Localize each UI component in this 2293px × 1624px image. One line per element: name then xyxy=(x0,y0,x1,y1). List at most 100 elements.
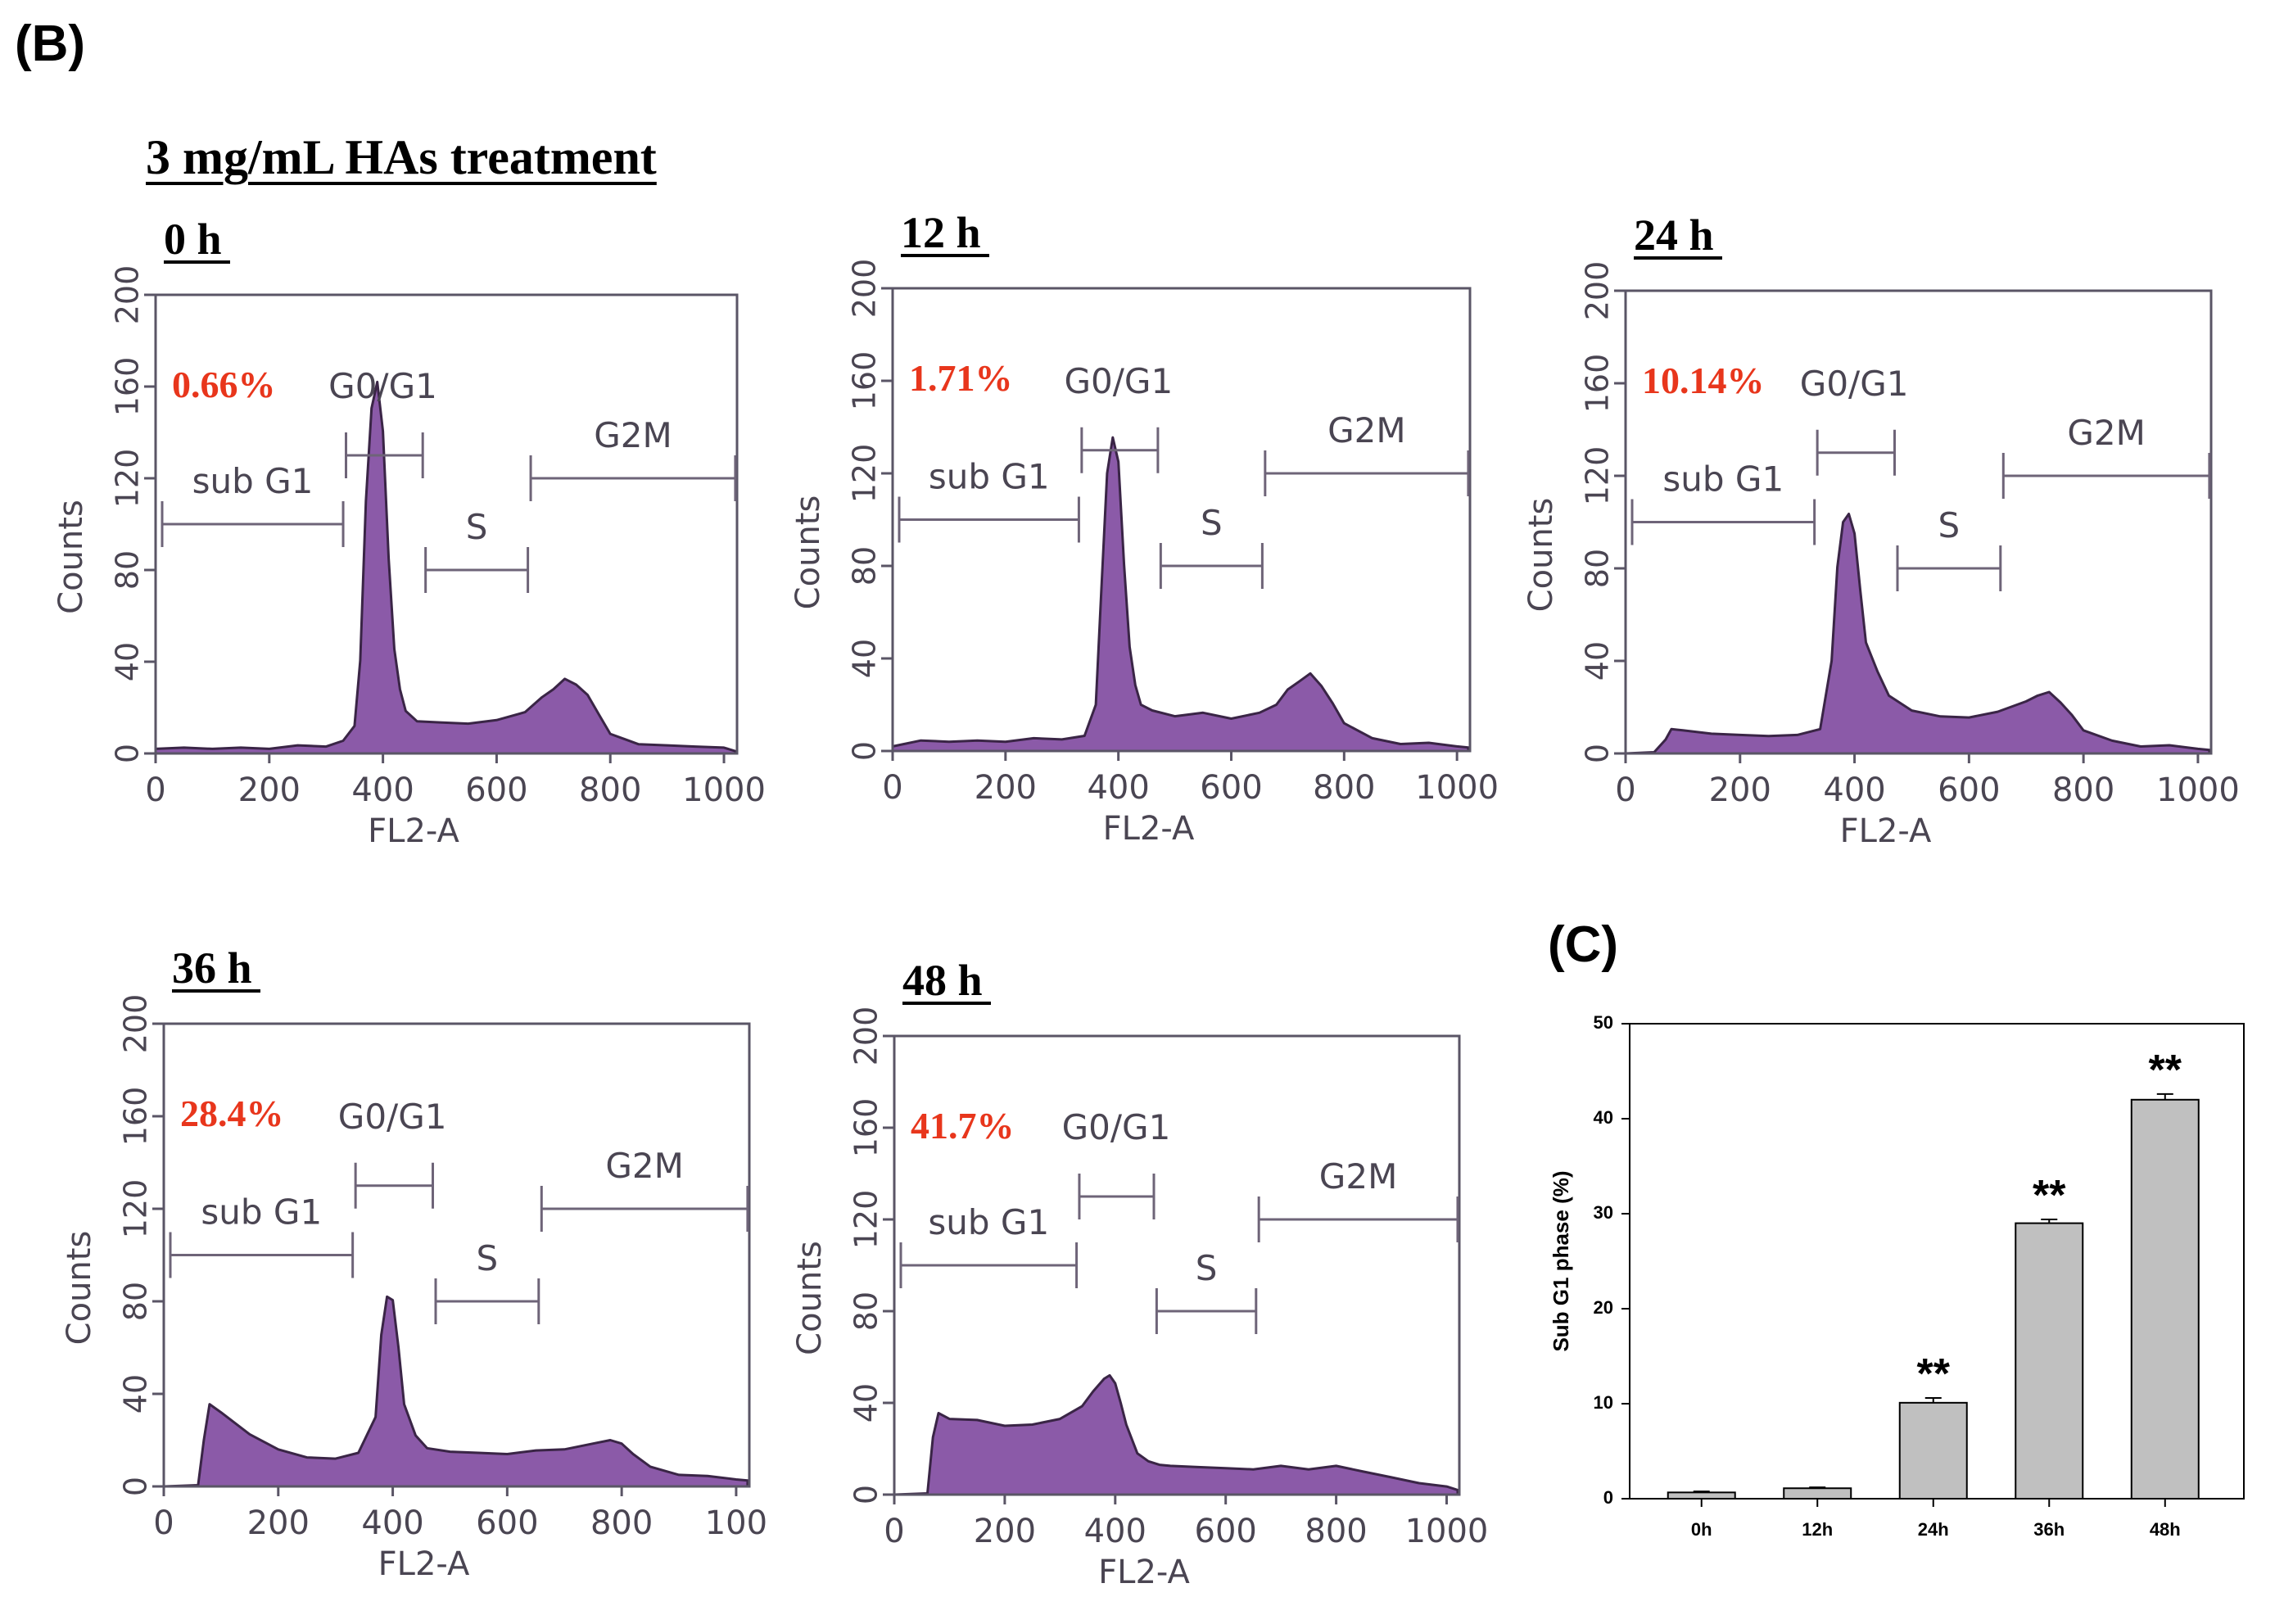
y-tick-label: 0 xyxy=(848,1485,884,1504)
subg1-percent-label: 0.66% xyxy=(172,364,276,405)
time-label: 12 h xyxy=(901,208,981,257)
y-tick-label: 160 xyxy=(848,1098,884,1158)
gate-g2m-label: G2M xyxy=(594,415,672,455)
histogram-panel-2: 24 h 0 40 80 120 160 200 0 200 400 600 800 1000 FL2-A… xyxy=(1522,210,2240,850)
bar-y-tick-label: 30 xyxy=(1594,1202,1613,1223)
subg1-percent-label: 41.7% xyxy=(911,1105,1015,1147)
y-tick-label: 160 xyxy=(118,1087,154,1147)
y-tick-label: 120 xyxy=(848,1190,884,1250)
plot-frame xyxy=(154,293,739,755)
gate-subG1-label: sub G1 xyxy=(928,1202,1049,1242)
bar xyxy=(1667,1491,1736,1500)
y-tick-label: 0 xyxy=(1580,744,1616,763)
y-tick-label: 80 xyxy=(118,1282,154,1321)
x-axis-label: FL2-A xyxy=(1103,810,1195,848)
x-tick-label: 100 xyxy=(705,1504,767,1542)
x-tick-label: 400 xyxy=(351,771,414,809)
y-tick-label: 120 xyxy=(1580,446,1616,506)
x-tick-label: 200 xyxy=(974,1513,1036,1550)
x-tick-label: 600 xyxy=(1200,769,1262,807)
y-tick-label: 200 xyxy=(110,265,146,325)
panel-b-label: (B) xyxy=(15,16,86,72)
gate-g2m-label: G2M xyxy=(1327,410,1406,450)
gate-g0g1-label: G0/G1 xyxy=(338,1097,447,1137)
subg1-percent-label: 10.14% xyxy=(1642,360,1765,401)
plot-frame xyxy=(893,1034,1461,1496)
gate-s-label: S xyxy=(466,507,488,547)
y-tick-label: 80 xyxy=(1580,549,1616,588)
gate-s-label: S xyxy=(1938,505,1961,545)
gate-s-label: S xyxy=(1196,1248,1218,1288)
y-axis-label: Counts xyxy=(789,495,827,610)
x-axis-label: FL2-A xyxy=(378,1545,470,1583)
y-tick-label: 200 xyxy=(118,994,154,1054)
gate-g2m-label: G2M xyxy=(605,1146,684,1186)
gate-subG1-label: sub G1 xyxy=(201,1192,322,1233)
plot-frame xyxy=(162,1022,751,1488)
histogram-area xyxy=(891,436,1470,753)
histogram-area xyxy=(893,1373,1459,1496)
bar-x-tick-label: 36h xyxy=(2033,1519,2065,1540)
histogram-panel-0: 0 h 0 40 80 120 160 200 0 200 400 600 800 1000 FL2-A C… xyxy=(52,215,766,850)
x-tick-label: 400 xyxy=(361,1504,423,1542)
gate-g0g1-label: G0/G1 xyxy=(1065,361,1174,401)
bar-y-tick-label: 50 xyxy=(1594,1012,1613,1033)
time-label: 0 h xyxy=(164,215,222,264)
y-tick-label: 80 xyxy=(847,546,883,586)
significance-marker: ** xyxy=(1917,1350,1951,1398)
y-tick-label: 160 xyxy=(847,351,883,411)
gate-g0g1-label: G0/G1 xyxy=(328,366,437,406)
x-tick-label: 1000 xyxy=(2156,771,2240,809)
y-tick-label: 200 xyxy=(847,259,883,319)
x-tick-label: 200 xyxy=(238,771,301,809)
time-label: 36 h xyxy=(172,943,252,993)
x-axis-label: FL2-A xyxy=(1840,812,1932,850)
x-tick-label: 400 xyxy=(1823,771,1885,809)
y-tick-label: 120 xyxy=(110,449,146,509)
bar xyxy=(1898,1401,1968,1500)
bar-x-tick-label: 24h xyxy=(1918,1519,1949,1540)
gate-subG1-label: sub G1 xyxy=(192,461,314,501)
y-tick-label: 40 xyxy=(110,642,146,681)
histogram-area xyxy=(154,380,737,755)
y-tick-label: 80 xyxy=(110,550,146,590)
x-tick-label: 1000 xyxy=(1405,1513,1489,1550)
plot-frame xyxy=(891,287,1472,753)
subg1-percent-label: 28.4% xyxy=(180,1092,284,1134)
gate-g2m-label: G2M xyxy=(2067,413,2146,453)
x-tick-label: 1000 xyxy=(682,771,766,809)
y-tick-label: 40 xyxy=(1580,641,1616,681)
bar-x-tick-label: 12h xyxy=(1802,1519,1833,1540)
gate-subG1-label: sub G1 xyxy=(1662,459,1784,500)
x-tick-label: 600 xyxy=(465,771,527,809)
histogram-panel-3: 36 h 0 40 80 120 160 200 0 200 400 600 800 100 FL2-A C… xyxy=(61,943,767,1583)
bar-y-tick-label: 0 xyxy=(1603,1487,1613,1508)
y-tick-label: 200 xyxy=(848,1007,884,1066)
gate-g2m-label: G2M xyxy=(1319,1156,1398,1197)
subg1-percent-label: 1.71% xyxy=(909,357,1013,399)
x-tick-label: 800 xyxy=(579,771,641,809)
gate-subG1-label: sub G1 xyxy=(929,457,1050,497)
x-tick-label: 800 xyxy=(1305,1513,1367,1550)
bar xyxy=(2130,1098,2200,1500)
y-tick-label: 0 xyxy=(110,744,146,763)
y-axis-label: Counts xyxy=(61,1231,98,1346)
x-tick-label: 200 xyxy=(975,769,1037,807)
x-tick-label: 800 xyxy=(2052,771,2114,809)
x-tick-label: 200 xyxy=(247,1504,310,1542)
y-tick-label: 160 xyxy=(110,357,146,417)
histogram-area xyxy=(162,1295,749,1488)
x-tick-label: 0 xyxy=(882,769,902,807)
bar-x-tick-label: 48h xyxy=(2150,1519,2181,1540)
bar-x-tick-label: 0h xyxy=(1691,1519,1712,1540)
x-tick-label: 0 xyxy=(145,771,165,809)
y-tick-label: 40 xyxy=(848,1383,884,1423)
x-tick-label: 0 xyxy=(1615,771,1635,809)
y-axis-label: Counts xyxy=(1522,498,1560,613)
panel-c-label: (C) xyxy=(1548,916,1619,973)
bar-chart-panel: 0 10 20 30 40 50 Sub G1 phase (%) 0h 12h 24h ** 36h… xyxy=(1549,1012,2245,1540)
bar-y-tick-label: 10 xyxy=(1594,1392,1613,1413)
bar xyxy=(2015,1222,2084,1500)
y-tick-label: 0 xyxy=(118,1477,154,1496)
significance-marker: ** xyxy=(2033,1172,2066,1219)
